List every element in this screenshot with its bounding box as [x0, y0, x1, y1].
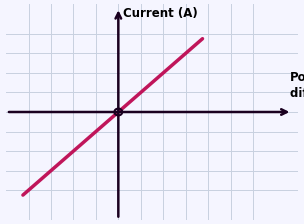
Text: Potential
difference (V): Potential difference (V) — [290, 71, 304, 100]
Text: Current (A): Current (A) — [123, 7, 198, 20]
